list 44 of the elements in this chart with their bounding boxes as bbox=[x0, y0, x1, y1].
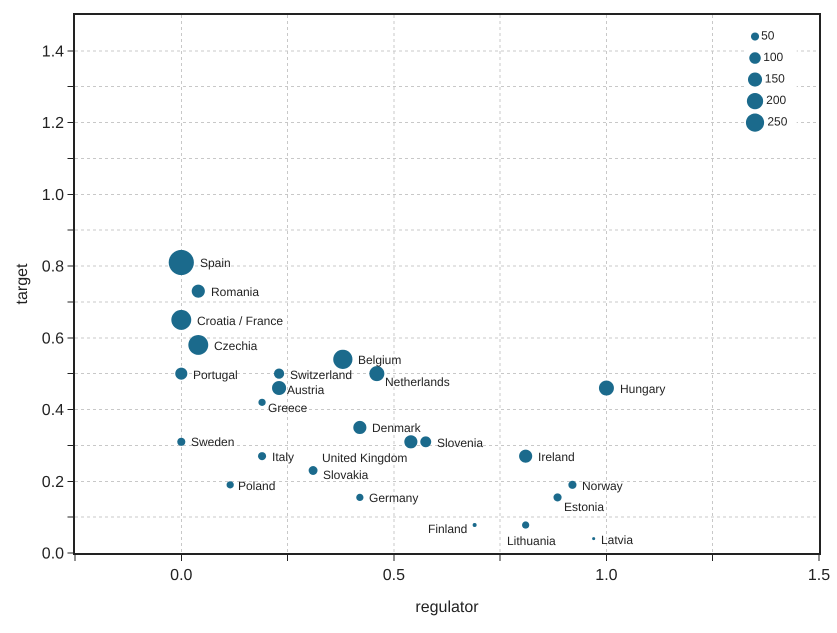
y-tick-label: 1.4 bbox=[42, 43, 64, 60]
annotation: Germany bbox=[369, 491, 418, 505]
annotation: Hungary bbox=[620, 382, 666, 396]
legend-label: 100 bbox=[763, 50, 784, 64]
annotation: Spain bbox=[200, 256, 231, 270]
annotation: Lithuania bbox=[507, 534, 556, 548]
y-axis-title: target bbox=[14, 262, 32, 304]
annotation: Croatia / France bbox=[197, 314, 284, 328]
annotation: Poland bbox=[238, 479, 276, 493]
annotation: Slovakia bbox=[323, 468, 369, 482]
annotation: Sweden bbox=[191, 435, 234, 449]
x-tick-label: 0.0 bbox=[170, 566, 193, 584]
annotation: Denmark bbox=[372, 421, 422, 435]
annotation: Finland bbox=[428, 522, 468, 536]
x-tick-label: 1.0 bbox=[595, 566, 618, 584]
y-tick-label: 0.0 bbox=[42, 546, 64, 563]
annotation: Switzerland bbox=[290, 368, 352, 382]
legend-label: 200 bbox=[766, 93, 787, 108]
annotation: Netherlands bbox=[385, 375, 450, 389]
y-tick-label: 1.2 bbox=[42, 115, 64, 132]
annotation: Slovenia bbox=[437, 436, 484, 450]
legend-label: 250 bbox=[767, 114, 788, 129]
y-tick-label: 1.0 bbox=[42, 186, 64, 204]
x-tick-label: 0.5 bbox=[382, 566, 406, 584]
annotation: Estonia bbox=[564, 500, 604, 514]
annotation: Italy bbox=[272, 450, 294, 464]
annotation: Greece bbox=[268, 401, 308, 415]
y-tick-label: 0.2 bbox=[42, 474, 64, 491]
annotation: Czechia bbox=[214, 339, 258, 353]
annotation: Portugal bbox=[193, 368, 238, 382]
annotation: Austria bbox=[287, 383, 325, 397]
y-tick-label: 0.8 bbox=[42, 258, 64, 276]
legend-label: 150 bbox=[764, 72, 786, 86]
annotation: Romania bbox=[211, 285, 260, 299]
y-tick-label: 0.6 bbox=[42, 330, 64, 348]
annotation: Latvia bbox=[601, 533, 634, 547]
legend-label: 50 bbox=[761, 28, 775, 43]
x-axis-title: regulator bbox=[415, 599, 480, 616]
annotation: Norway bbox=[582, 479, 623, 493]
y-tick-label: 0.4 bbox=[42, 402, 64, 420]
annotation: United Kingdom bbox=[322, 451, 408, 465]
annotation: Belgium bbox=[358, 353, 402, 367]
annotation: Ireland bbox=[538, 450, 575, 464]
x-tick-label: 1.5 bbox=[808, 566, 830, 584]
